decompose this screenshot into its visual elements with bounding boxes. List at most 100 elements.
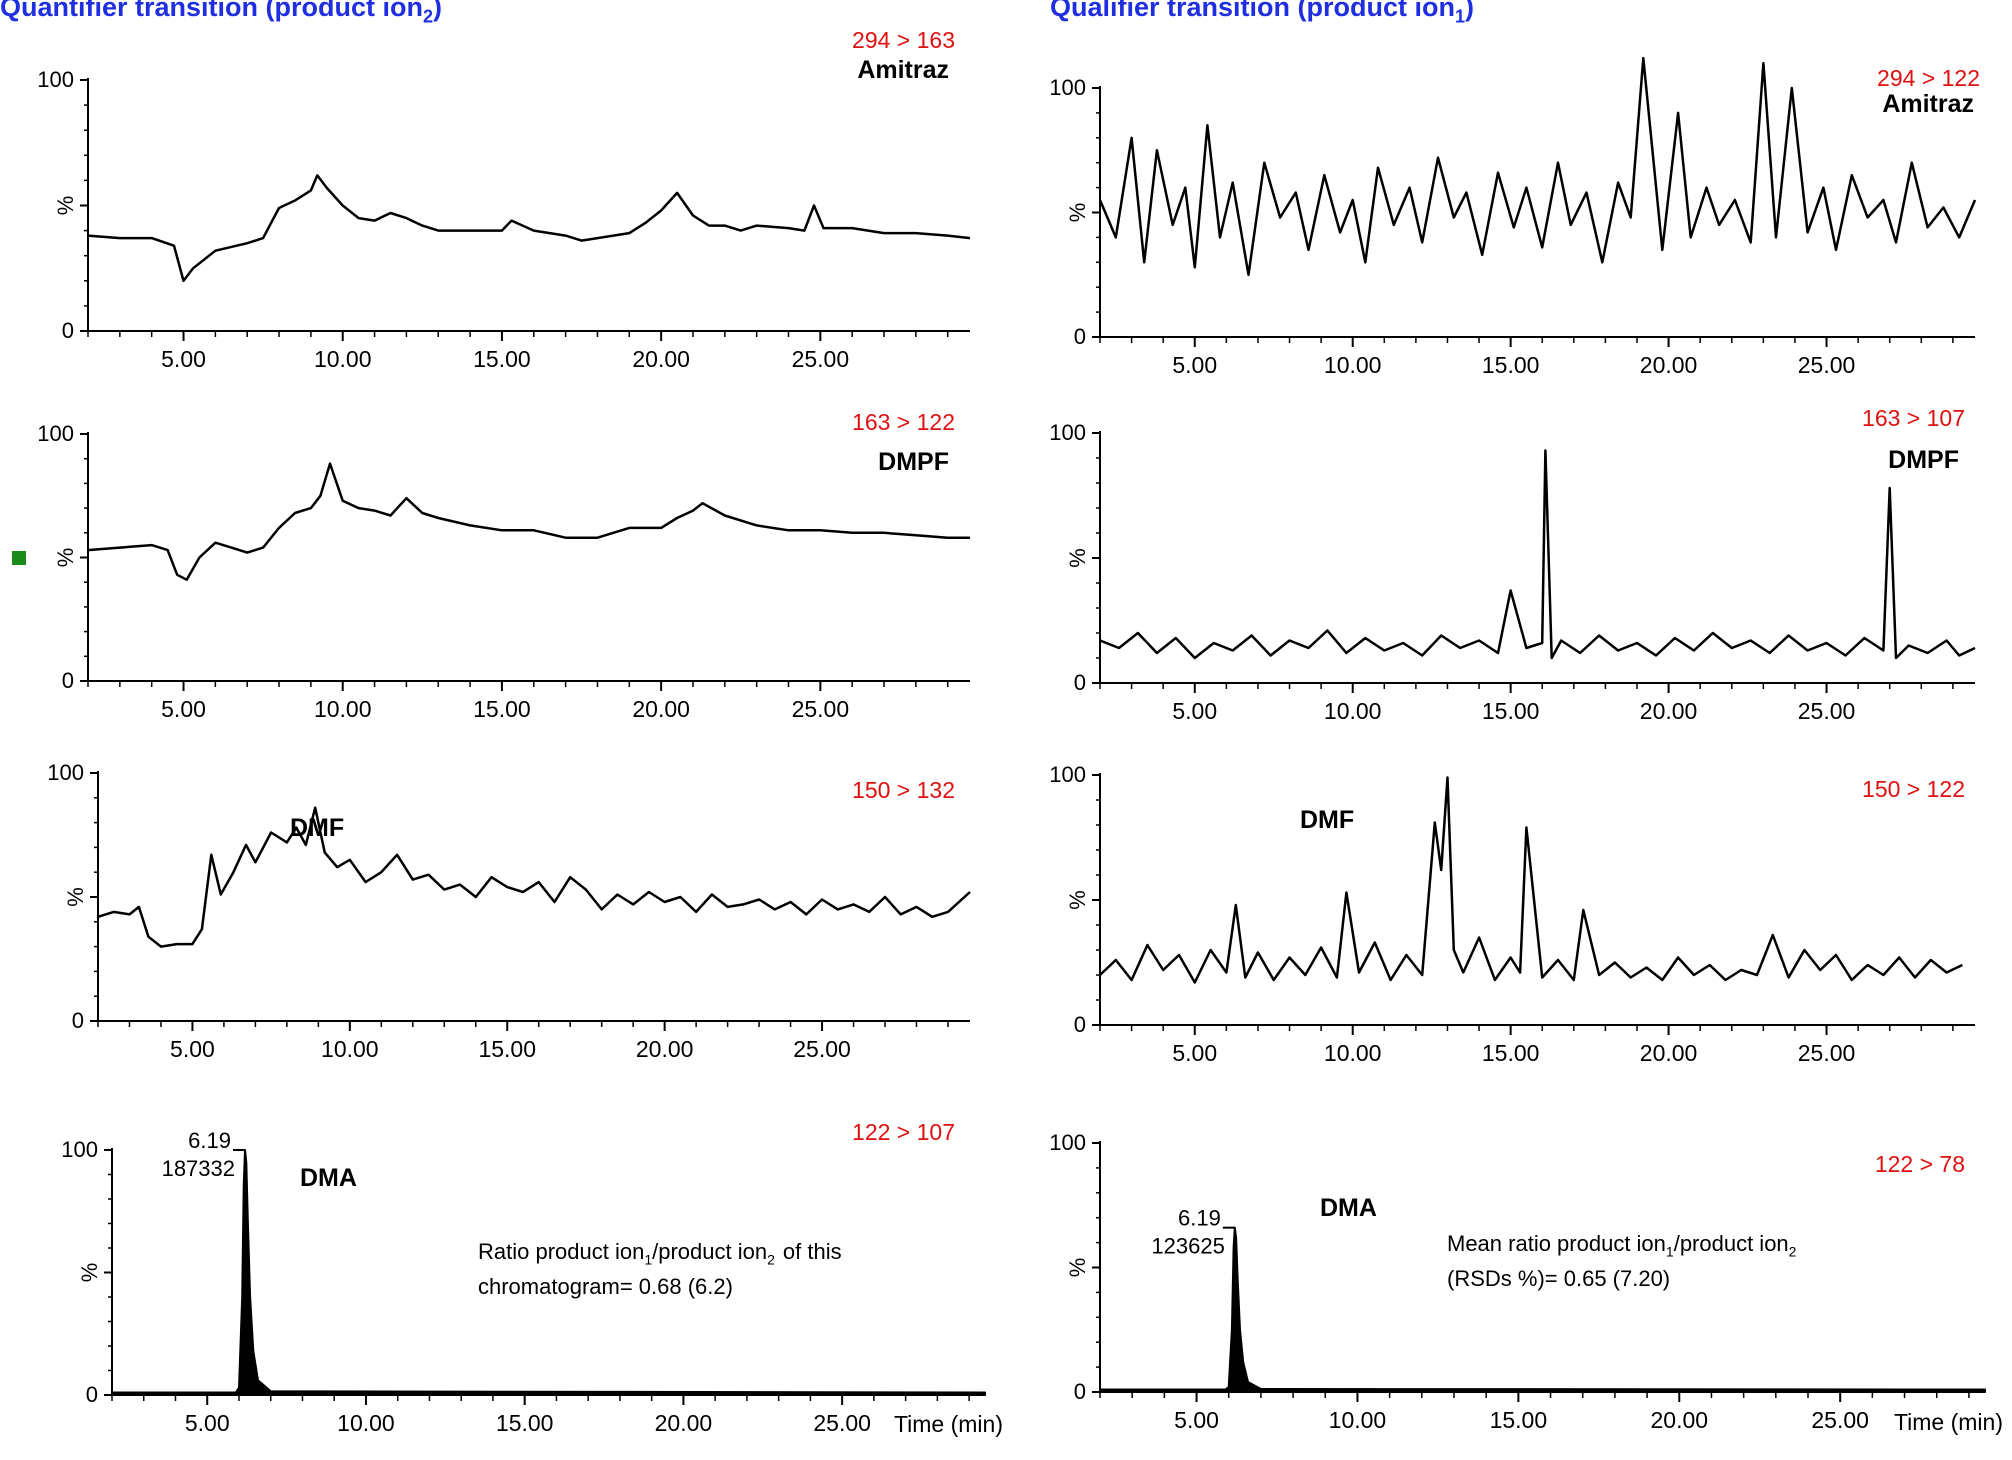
y-tick-label-2-0: 0 bbox=[1074, 324, 1086, 349]
y-tick-label-3-0: 0 bbox=[62, 668, 74, 693]
y-tick-label-5-2: 100 bbox=[47, 760, 84, 785]
x-tick-label-3-4: 25.00 bbox=[792, 696, 850, 722]
x-tick-label-6-4: 25.00 bbox=[1798, 1040, 1856, 1066]
right-note-s1: 1 bbox=[1665, 1243, 1674, 1260]
x-tick-label-2-1: 10.00 bbox=[1324, 352, 1382, 378]
y-tick-label-4-1: % bbox=[1065, 548, 1090, 568]
compound-label-3: DMPF bbox=[878, 448, 949, 476]
x-tick-label-5-2: 15.00 bbox=[478, 1036, 536, 1062]
y-tick-label-7-1: % bbox=[77, 1263, 102, 1283]
right-title-text: Qualifier transition (product ion bbox=[1050, 0, 1455, 22]
compound-label-8: DMA bbox=[1320, 1194, 1377, 1222]
x-tick-label-7-1: 10.00 bbox=[337, 1410, 395, 1436]
x-tick-label-4-4: 25.00 bbox=[1798, 698, 1856, 724]
left-note-a: Ratio product ion bbox=[478, 1239, 645, 1264]
transition-label-4: 163 > 107 bbox=[1862, 405, 1965, 431]
peak-rt-label-8: 6.19 bbox=[1178, 1206, 1221, 1231]
x-tick-label-2-0: 5.00 bbox=[1172, 352, 1217, 378]
right-ratio-note: Mean ratio product ion1/product ion2 (RS… bbox=[1447, 1230, 1796, 1292]
x-tick-label-5-1: 10.00 bbox=[321, 1036, 379, 1062]
transition-label-7: 122 > 107 bbox=[852, 1119, 955, 1145]
compound-label-2: Amitraz bbox=[1882, 90, 1974, 118]
y-tick-label-6-1: % bbox=[1065, 890, 1090, 910]
y-tick-label-5-1: % bbox=[63, 887, 88, 907]
trace-line-2 bbox=[1098, 56, 1977, 277]
compound-label-7: DMA bbox=[300, 1164, 357, 1192]
left-ratio-note: Ratio product ion1/product ion2 of this c… bbox=[478, 1238, 842, 1300]
compound-label-1: Amitraz bbox=[857, 56, 949, 84]
x-tick-label-5-4: 25.00 bbox=[793, 1036, 851, 1062]
x-tick-label-8-0: 5.00 bbox=[1174, 1407, 1219, 1433]
y-tick-label-4-0: 0 bbox=[1074, 670, 1086, 695]
y-tick-label-3-1: % bbox=[53, 548, 78, 568]
x-tick-label-5-0: 5.00 bbox=[170, 1036, 215, 1062]
right-title-sub: 1 bbox=[1455, 6, 1466, 27]
left-title-end: ) bbox=[433, 0, 442, 22]
y-tick-label-3-2: 100 bbox=[37, 421, 74, 446]
x-tick-label-6-1: 10.00 bbox=[1324, 1040, 1382, 1066]
x-tick-label-4-2: 15.00 bbox=[1482, 698, 1540, 724]
right-note-line1: Mean ratio product ion1/product ion2 bbox=[1447, 1230, 1796, 1265]
left-note-line1: Ratio product ion1/product ion2 of this bbox=[478, 1238, 842, 1273]
trace-line-4 bbox=[1099, 449, 1976, 660]
x-tick-label-1-1: 10.00 bbox=[314, 346, 372, 372]
y-tick-label-5-0: 0 bbox=[72, 1008, 84, 1033]
trace-line-3 bbox=[87, 462, 970, 581]
x-tick-label-4-3: 20.00 bbox=[1640, 698, 1698, 724]
transition-label-3: 163 > 122 bbox=[852, 409, 955, 435]
y-tick-label-7-2: 100 bbox=[61, 1137, 98, 1162]
y-tick-label-8-0: 0 bbox=[1074, 1379, 1086, 1404]
x-tick-label-7-0: 5.00 bbox=[185, 1410, 230, 1436]
x-tick-label-2-3: 20.00 bbox=[1640, 352, 1698, 378]
x-tick-label-7-3: 20.00 bbox=[655, 1410, 713, 1436]
left-note-s1: 1 bbox=[644, 1251, 653, 1268]
x-tick-label-6-2: 15.00 bbox=[1482, 1040, 1540, 1066]
x-axis-label-7: Time (min) bbox=[894, 1411, 1003, 1437]
green-marker-icon bbox=[12, 551, 26, 565]
x-tick-label-2-2: 15.00 bbox=[1482, 352, 1540, 378]
x-tick-label-3-3: 20.00 bbox=[632, 696, 690, 722]
left-note-line2: chromatogram= 0.68 (6.2) bbox=[478, 1274, 733, 1300]
x-tick-label-2-4: 25.00 bbox=[1798, 352, 1856, 378]
x-tick-label-6-3: 20.00 bbox=[1640, 1040, 1698, 1066]
peak-rt-label-7: 6.19 bbox=[188, 1128, 231, 1153]
y-tick-label-1-0: 0 bbox=[62, 318, 74, 343]
x-tick-label-5-3: 20.00 bbox=[636, 1036, 694, 1062]
transition-label-8: 122 > 78 bbox=[1875, 1151, 1965, 1177]
x-tick-label-1-2: 15.00 bbox=[473, 346, 531, 372]
x-tick-label-3-0: 5.00 bbox=[161, 696, 206, 722]
y-tick-label-2-1: % bbox=[1065, 203, 1090, 223]
trace-line-5 bbox=[97, 806, 971, 948]
x-tick-label-8-3: 20.00 bbox=[1650, 1407, 1708, 1433]
transition-label-1: 294 > 163 bbox=[852, 27, 955, 53]
compound-label-5: DMF bbox=[290, 814, 344, 842]
x-tick-label-3-2: 15.00 bbox=[473, 696, 531, 722]
peak-area-label-7: 187332 bbox=[162, 1156, 235, 1181]
trace-line-1 bbox=[87, 174, 971, 283]
x-tick-label-1-4: 25.00 bbox=[792, 346, 850, 372]
x-axis-label-8: Time (min) bbox=[1894, 1409, 2003, 1435]
y-tick-label-6-2: 100 bbox=[1049, 762, 1086, 787]
compound-label-4: DMPF bbox=[1888, 446, 1959, 474]
compound-label-6: DMF bbox=[1300, 806, 1354, 834]
right-title-end: ) bbox=[1465, 0, 1475, 22]
transition-label-5: 150 > 132 bbox=[852, 777, 955, 803]
left-note-c: of this bbox=[782, 1239, 842, 1264]
y-tick-label-8-1: % bbox=[1065, 1258, 1090, 1278]
left-title-sub: 2 bbox=[422, 6, 433, 27]
x-tick-label-8-1: 10.00 bbox=[1329, 1407, 1387, 1433]
left-note-s2: 2 bbox=[767, 1251, 775, 1268]
right-column-title: Qualifier transition (product ion1) bbox=[1050, 0, 1474, 27]
y-tick-label-7-0: 0 bbox=[86, 1382, 98, 1407]
x-tick-label-3-1: 10.00 bbox=[314, 696, 372, 722]
x-tick-label-7-2: 15.00 bbox=[496, 1410, 554, 1436]
peak-area-label-8: 123625 bbox=[1151, 1234, 1224, 1259]
x-tick-label-4-1: 10.00 bbox=[1324, 698, 1382, 724]
y-tick-label-4-2: 100 bbox=[1049, 420, 1086, 445]
y-tick-label-1-1: % bbox=[53, 196, 78, 216]
x-tick-label-8-2: 15.00 bbox=[1490, 1407, 1548, 1433]
x-tick-label-6-0: 5.00 bbox=[1172, 1040, 1217, 1066]
peak-area-8 bbox=[1099, 1226, 1986, 1393]
left-note-b: /product ion bbox=[652, 1239, 768, 1264]
